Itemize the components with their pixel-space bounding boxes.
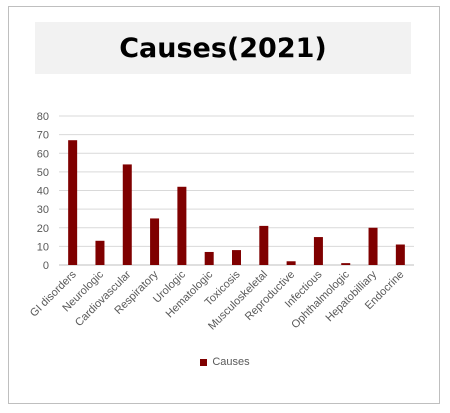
bar [204,251,214,265]
y-tick-label: 50 [37,167,49,179]
y-tick-label: 60 [37,148,49,160]
legend-label: Causes [212,356,250,368]
bar [368,227,378,265]
y-axis-ticks: 0 10 20 30 40 50 60 70 80 [37,111,49,272]
gridlines [59,115,414,266]
y-tick-label: 10 [37,241,49,253]
bar [95,240,105,265]
bar [150,218,160,265]
y-tick-label: 0 [43,260,49,272]
legend: Causes [0,355,450,369]
bar [395,244,405,265]
bar [259,225,269,265]
y-tick-label: 70 [37,130,49,142]
y-tick-label: 40 [37,186,49,198]
y-tick-label: 20 [37,223,49,235]
bar [177,186,187,265]
bar [232,250,241,265]
chart-title: Causes(2021) [119,32,327,64]
bar [68,140,78,265]
chart-title-box: Causes(2021) [35,22,411,74]
bar [122,164,132,265]
bar [341,263,351,265]
bars [68,140,405,265]
bar [286,261,296,265]
y-tick-label: 30 [37,204,49,216]
y-tick-label: 80 [37,111,49,123]
x-axis-ticks: GI disordersNeurologicCardiovascularResp… [28,268,407,332]
legend-swatch [200,358,208,366]
bar [313,237,323,265]
